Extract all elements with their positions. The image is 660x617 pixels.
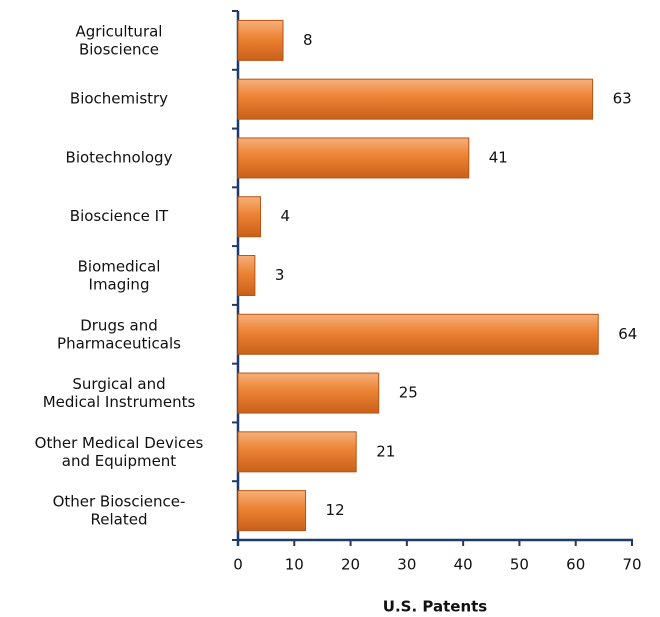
x-tick-label: 50 — [510, 556, 529, 574]
data-label: 4 — [281, 207, 291, 225]
bar — [237, 78, 594, 120]
data-label: 64 — [618, 325, 637, 343]
y-tick-label: Other Bioscience-Related — [53, 492, 186, 528]
x-tick-label: 30 — [397, 556, 416, 574]
bar — [237, 255, 256, 296]
y-tick-label: Bioscience IT — [70, 207, 169, 225]
y-tick-label: Surgical and Medical Instruments — [43, 375, 196, 411]
x-tick-label: 70 — [622, 556, 641, 574]
x-axis-title: U.S. Patents — [383, 598, 488, 616]
bar — [237, 372, 380, 414]
data-label: 63 — [613, 90, 632, 108]
bar — [237, 431, 357, 473]
bar — [237, 196, 262, 238]
x-tick-label: 10 — [285, 556, 304, 574]
x-tick-label: 60 — [566, 556, 585, 574]
y-tick-label: Biochemistry — [70, 90, 168, 108]
y-tick-label: Biomedical Imaging — [78, 257, 161, 293]
y-tick-label: Other Medical Devices and Equipment — [35, 433, 204, 469]
x-tick-label: 40 — [454, 556, 473, 574]
y-tick-label: Agricultural Bioscience — [76, 22, 163, 58]
bar — [237, 490, 307, 532]
bar — [237, 313, 599, 355]
data-label: 41 — [489, 148, 508, 166]
bar — [237, 137, 470, 179]
data-label: 25 — [399, 384, 418, 402]
data-label: 21 — [376, 442, 395, 460]
x-tick-label: 0 — [233, 556, 243, 574]
data-label: 8 — [303, 31, 313, 49]
x-tick-label: 20 — [341, 556, 360, 574]
y-tick-label: Drugs and Pharmaceuticals — [57, 316, 181, 352]
y-tick-label: Biotechnology — [66, 148, 173, 166]
bar — [237, 19, 284, 61]
data-label: 12 — [326, 501, 345, 519]
data-label: 3 — [275, 266, 285, 284]
